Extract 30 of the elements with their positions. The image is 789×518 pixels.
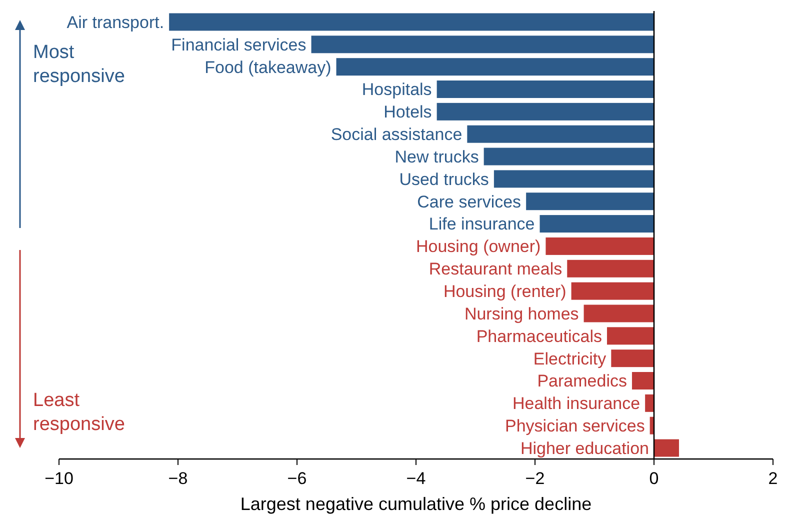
- y-tick-label: Care services: [417, 192, 522, 212]
- y-tick-label: Housing (owner): [416, 237, 541, 256]
- x-tick-label: 0: [649, 469, 659, 488]
- annotation: Most responsive: [33, 42, 125, 87]
- y-tick-label: New trucks: [394, 147, 479, 166]
- y-tick-label: Financial services: [171, 35, 306, 54]
- x-tick-label: 2: [768, 469, 778, 488]
- y-tick-label: Nursing homes: [464, 304, 579, 324]
- y-tick-label: Pharmaceuticals: [476, 326, 602, 346]
- annotation: Least responsive: [33, 390, 125, 435]
- y-tick-label: Paramedics: [537, 372, 627, 391]
- y-tick-label: Health insurance: [512, 394, 640, 414]
- x-tick-label: −8: [168, 469, 188, 488]
- y-tick-label: Higher education: [520, 438, 649, 458]
- y-tick-label: Social assistance: [330, 125, 462, 144]
- y-tick-label: Food (takeaway): [204, 58, 332, 77]
- y-tick-label: Life insurance: [428, 214, 535, 234]
- y-tick-label: Restaurant meals: [428, 260, 562, 279]
- y-tick-label: Air transport.: [66, 12, 164, 32]
- x-axis-title: Largest negative cumulative % price decline: [240, 494, 592, 514]
- y-tick-label: Housing (renter): [443, 282, 566, 302]
- y-tick-label: Electricity: [533, 349, 607, 368]
- x-tick-label: −2: [525, 469, 545, 488]
- y-tick-label: Hospitals: [362, 80, 432, 100]
- x-tick-label: −6: [287, 469, 307, 488]
- y-tick-label: Used trucks: [399, 170, 489, 189]
- x-tick-label: −4: [406, 469, 426, 488]
- y-tick-label: Physician services: [505, 416, 645, 436]
- x-tick-label: −10: [44, 469, 74, 488]
- y-tick-label: Hotels: [384, 102, 432, 122]
